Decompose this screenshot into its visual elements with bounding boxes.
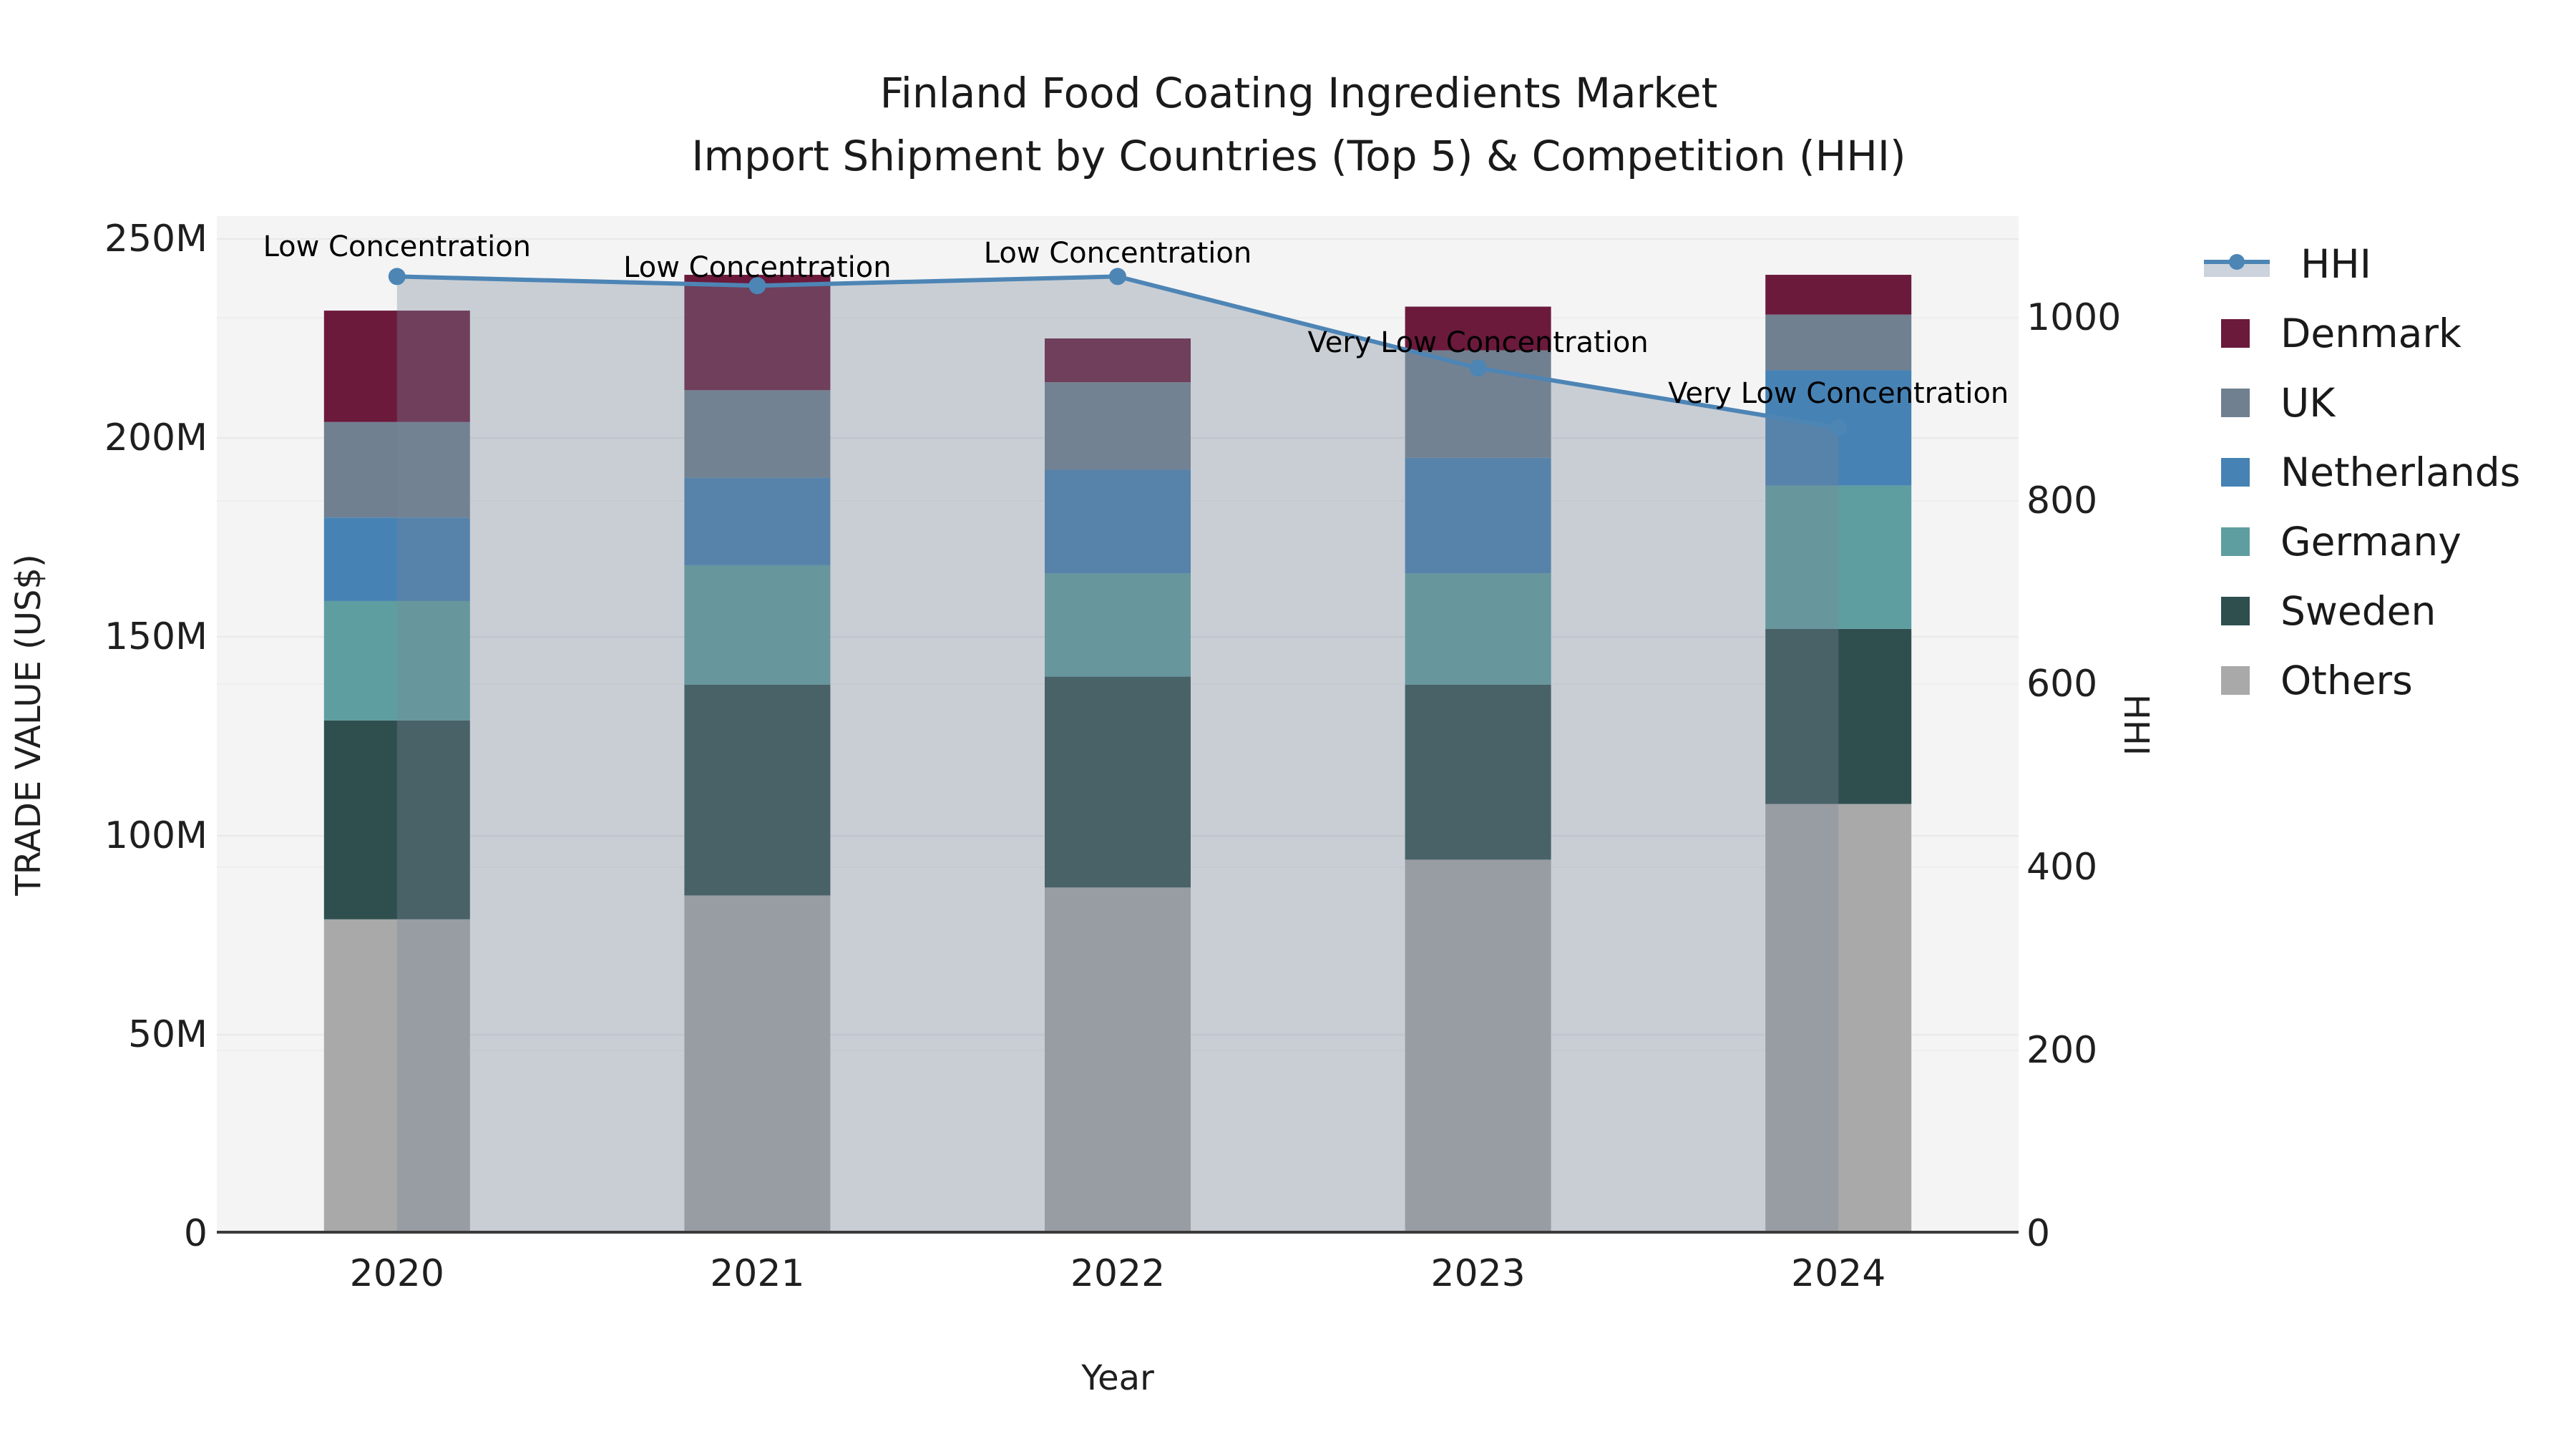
x-tick-2021: 2021 [710, 1252, 805, 1295]
bar-segment-netherlands-2022 [1045, 469, 1191, 574]
chart-title-line-1: Finland Food Coating Ingredients Market [879, 69, 1718, 117]
bar-segment-sweden-2021 [684, 684, 831, 896]
y-left-tick-150M: 150M [104, 615, 208, 658]
annotation-2021: Low Concentration [623, 251, 892, 285]
bar-segment-uk-2021 [684, 390, 831, 478]
x-tick-2024: 2024 [1791, 1252, 1886, 1295]
legend-item-hhi: HHI [2204, 229, 2520, 298]
legend-label-denmark: Denmark [2280, 310, 2462, 356]
y-right-tick-0: 0 [2026, 1212, 2051, 1255]
bar-segment-denmark-2022 [1045, 338, 1191, 383]
legend-swatch-uk [2221, 388, 2250, 417]
legend-swatch-germany [2221, 527, 2250, 556]
y-right-axis-title: HHI [2116, 693, 2156, 756]
legend-item-uk: UK [2204, 368, 2520, 437]
legend-swatch-netherlands [2221, 457, 2250, 487]
bar-segment-uk-2020 [323, 421, 470, 518]
hhi-marker-2024 [1830, 419, 1848, 436]
y-left-tick-200M: 200M [104, 416, 208, 459]
bar-segment-germany-2022 [1045, 573, 1191, 677]
y-left-tick-250M: 250M [104, 218, 208, 260]
legend-swatch-sweden [2221, 596, 2250, 625]
bar-segment-sweden-2022 [1045, 676, 1191, 888]
legend-item-netherlands: Netherlands [2204, 437, 2520, 507]
bar-segment-germany-2024 [1765, 485, 1912, 629]
legend-label-germany: Germany [2280, 518, 2462, 565]
bar-segment-uk-2022 [1045, 382, 1191, 470]
bar-segment-denmark-2023 [1405, 306, 1551, 351]
bar-segment-others-2022 [1045, 887, 1191, 1234]
chart-title-line-2: Import Shipment by Countries (Top 5) & C… [691, 132, 1906, 180]
bar-segment-denmark-2024 [1765, 275, 1912, 315]
y-right-tick-400: 400 [2026, 846, 2098, 889]
bar-segment-netherlands-2023 [1405, 457, 1551, 574]
x-tick-2022: 2022 [1070, 1252, 1166, 1295]
bar-segment-netherlands-2021 [684, 477, 831, 565]
hhi-area [396, 276, 1839, 1234]
bar-segment-netherlands-2020 [323, 517, 470, 601]
legend-item-denmark: Denmark [2204, 298, 2520, 368]
hhi-legend-band [2204, 263, 2270, 277]
legend-swatch-others [2221, 665, 2250, 695]
chart-canvas [217, 238, 2019, 1234]
bar-segment-others-2024 [1765, 804, 1912, 1234]
x-tick-2020: 2020 [349, 1252, 444, 1295]
y-right-tick-1000: 1000 [2026, 296, 2122, 339]
bar-segment-sweden-2020 [323, 720, 470, 919]
bar-segment-others-2021 [684, 895, 831, 1234]
bar-segment-germany-2020 [323, 600, 470, 721]
bar-segment-others-2020 [323, 919, 470, 1234]
x-tick-2023: 2023 [1430, 1252, 1526, 1295]
legend-label-hhi: HHI [2301, 240, 2371, 287]
legend-label-netherlands: Netherlands [2280, 449, 2521, 495]
bar-segment-germany-2021 [684, 565, 831, 685]
y-left-axis-title: TRADE VALUE (US$) [9, 554, 49, 896]
bar-segment-denmark-2020 [323, 311, 470, 422]
hhi-legend-marker [2229, 253, 2245, 270]
legend-label-sweden: Sweden [2280, 587, 2436, 634]
annotation-2023: Very Low Concentration [1307, 326, 1649, 360]
legend-item-others: Others [2204, 645, 2520, 715]
hhi-marker-2022 [1109, 268, 1126, 286]
hhi-marker-2023 [1469, 359, 1487, 377]
legend-item-germany: Germany [2204, 507, 2520, 576]
hhi-marker-2020 [388, 268, 406, 286]
annotation-2024: Very Low Concentration [1668, 376, 2009, 410]
y-right-tick-800: 800 [2026, 479, 2098, 522]
y-left-tick-0: 0 [183, 1212, 208, 1255]
legend-item-sweden: Sweden [2204, 576, 2520, 645]
annotation-2020: Low Concentration [263, 230, 532, 264]
y-left-tick-50M: 50M [127, 1013, 208, 1056]
y-right-tick-200: 200 [2026, 1029, 2098, 1072]
legend-label-others: Others [2280, 657, 2413, 703]
hhi-legend-symbol [2204, 250, 2270, 278]
legend-swatch-denmark [2221, 318, 2250, 348]
annotation-2022: Low Concentration [983, 237, 1252, 270]
bar-segment-sweden-2024 [1765, 628, 1912, 804]
bar-segment-germany-2023 [1405, 573, 1551, 685]
hhi-marker-2021 [748, 277, 766, 295]
y-left-tick-100M: 100M [104, 814, 208, 857]
bar-segment-others-2023 [1405, 859, 1551, 1234]
legend-label-uk: UK [2280, 379, 2336, 426]
legend: HHI Denmark UK Netherlands Germany Sweden Othe… [2204, 229, 2520, 715]
plot-area [217, 216, 2019, 1234]
bar-segment-uk-2024 [1765, 314, 1912, 371]
y-right-tick-600: 600 [2026, 663, 2098, 706]
x-axis-title: Year [1081, 1358, 1154, 1398]
bar-segment-sweden-2023 [1405, 684, 1551, 860]
